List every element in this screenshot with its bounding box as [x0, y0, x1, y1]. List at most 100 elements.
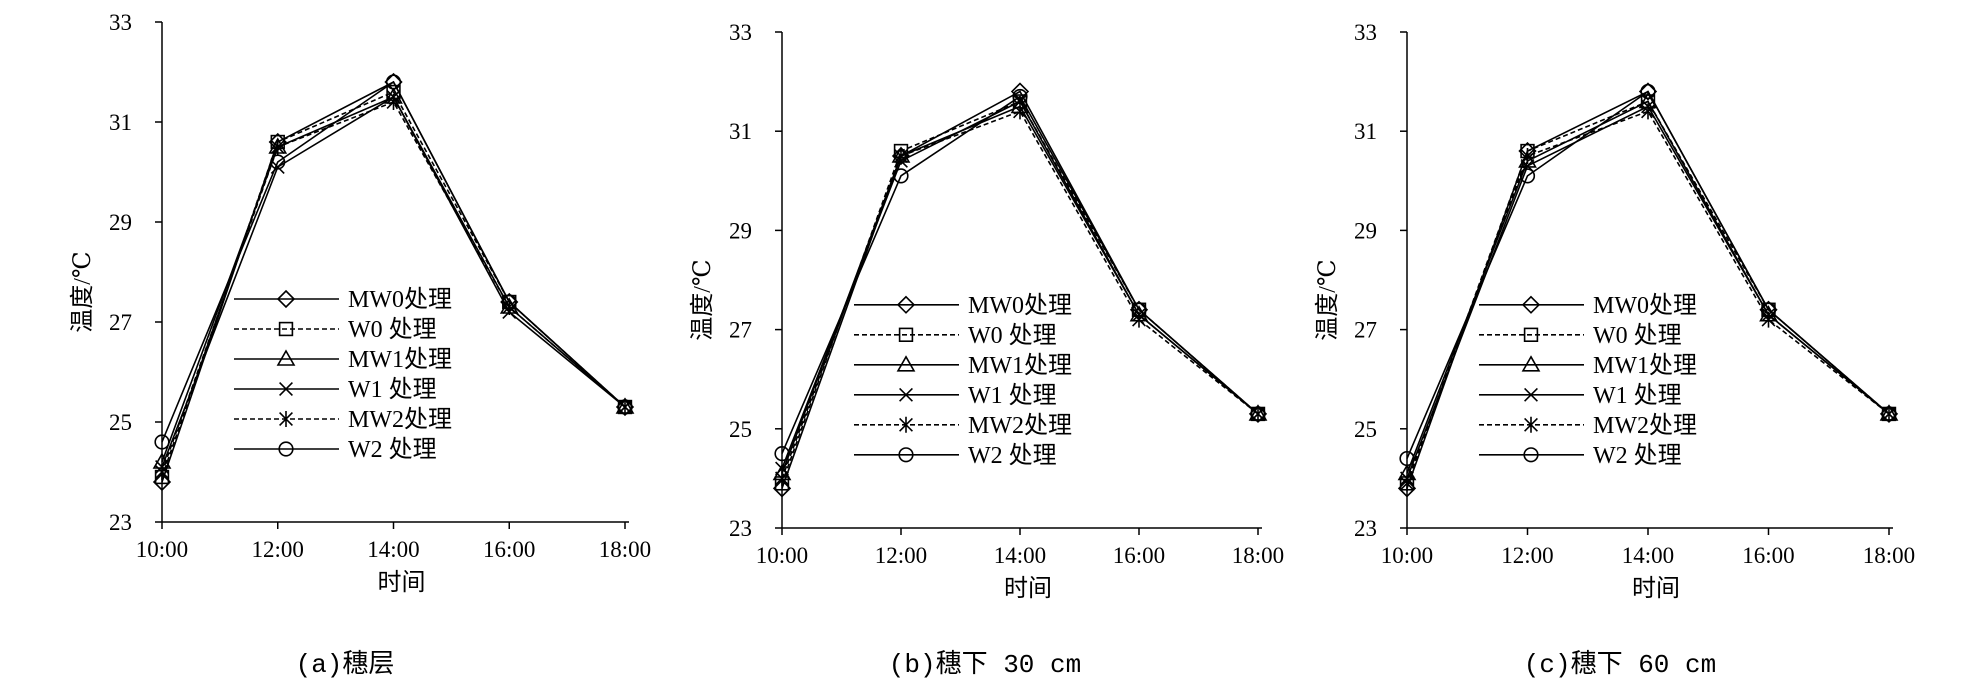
legend-item: W1 处理: [234, 376, 437, 403]
y-tick-label: 27: [729, 318, 752, 343]
data-point: [893, 168, 909, 184]
y-tick-label: 23: [1354, 516, 1377, 541]
legend-label: W1 处理: [968, 382, 1057, 409]
data-point: [894, 148, 908, 164]
series-line: [781, 110, 1259, 479]
y-tick-label: 33: [109, 10, 132, 35]
data-point: [1400, 475, 1414, 492]
legend-marker: [898, 447, 914, 463]
x-tick-label: 18:00: [599, 537, 651, 562]
legend-marker: [279, 411, 293, 427]
y-tick-label: 31: [1354, 119, 1377, 144]
chart-panel-2: 23 25 27 29 31 33 10:00 12:00 14:00 16:00 18:00 时间 温…: [689, 20, 1284, 680]
data-point: [152, 472, 172, 492]
legend-item: MW2处理: [1479, 412, 1697, 439]
legend-item: MW1处理: [1479, 352, 1697, 379]
legend: MW0处理 W0 处理 MW1处理 W1 处理 MW2处理 W2 处理: [1479, 292, 1697, 469]
y-tick-label: 25: [729, 417, 752, 442]
charts-container: 23 25 27 29 31 33 10:00 12:00 14:00 16:00 18:00 时间 温…: [69, 10, 1915, 680]
data-point: [1012, 88, 1028, 105]
x-tick-label: 14:00: [367, 537, 419, 562]
data-point: [1013, 103, 1027, 120]
legend-label: W1 处理: [1593, 382, 1682, 409]
x-tick-label: 16:00: [1742, 543, 1794, 568]
x-tick-label: 18:00: [1232, 543, 1284, 568]
panel-caption: (c)穗下 60 cm: [1524, 649, 1716, 680]
legend-marker: [896, 355, 916, 372]
legend-item: MW1处理: [234, 346, 452, 373]
legend-marker: [276, 349, 296, 366]
legend-item: W0 处理: [1479, 322, 1682, 349]
legend-marker: [279, 382, 293, 396]
data-point: [1399, 450, 1415, 467]
x-tick-label: 14:00: [994, 543, 1046, 568]
legend-marker: [896, 295, 916, 314]
data-point: [1250, 406, 1266, 422]
legend-marker: [899, 416, 913, 433]
y-tick-label: 29: [1354, 218, 1377, 243]
data-point: [1520, 148, 1535, 164]
legend-label: MW2处理: [348, 406, 452, 433]
legend-label: W2 处理: [968, 442, 1057, 469]
series-6: [154, 74, 633, 450]
data-point: [1519, 168, 1536, 184]
legend-label: W0 处理: [968, 322, 1057, 349]
legend-item: MW2处理: [854, 412, 1072, 439]
legend: MW0处理 W0 处理 MW1处理 W1 处理 MW2处理 W2 处理: [234, 286, 452, 463]
legend-item: MW0处理: [234, 286, 452, 313]
chart-panel-3: 23 25 27 29 31 33 10:00 12:00 14:00 16:00 18:00 时间 温…: [1314, 20, 1915, 680]
legend-marker: [1521, 355, 1541, 372]
data-point: [775, 461, 789, 476]
y-tick-label: 31: [109, 110, 132, 135]
legend-item: W2 处理: [854, 442, 1057, 469]
data-point: [617, 399, 633, 415]
x-tick-label: 12:00: [1501, 543, 1553, 568]
x-axis-title: 时间: [378, 569, 426, 596]
legend-item: W2 处理: [234, 436, 437, 463]
y-tick-label: 29: [109, 210, 132, 235]
legend-marker: [1523, 447, 1539, 463]
legend-label: MW0处理: [1593, 292, 1697, 319]
data-point: [270, 139, 285, 155]
x-tick-label: 10:00: [756, 543, 808, 568]
x-tick-label: 12:00: [252, 537, 304, 562]
x-tick-label: 16:00: [1113, 543, 1165, 568]
data-point: [385, 74, 402, 90]
legend-marker: [1524, 416, 1538, 433]
y-axis-title: 温度/℃: [689, 259, 716, 341]
data-point: [1640, 83, 1656, 100]
series-5: [1400, 103, 1896, 492]
legend-item: MW2处理: [234, 406, 452, 433]
x-axis-title: 时间: [1004, 575, 1052, 602]
data-point: [155, 464, 169, 480]
x-tick-label: 12:00: [875, 543, 927, 568]
x-axis-title: 时间: [1632, 575, 1680, 602]
legend-label: MW1处理: [348, 346, 452, 373]
series-line: [161, 80, 626, 443]
y-tick-label: 23: [109, 510, 132, 535]
data-point: [154, 434, 170, 450]
y-tick-label: 25: [109, 410, 132, 435]
x-tick-label: 16:00: [483, 537, 535, 562]
legend-label: W0 处理: [348, 316, 437, 343]
data-point: [1881, 406, 1897, 422]
legend-label: MW2处理: [968, 412, 1072, 439]
legend-label: MW1处理: [968, 352, 1072, 379]
legend-marker: [898, 327, 914, 342]
legend-item: W1 处理: [1479, 382, 1682, 409]
y-tick-label: 33: [1354, 20, 1377, 45]
data-point: [386, 94, 401, 110]
x-tick-label: 14:00: [1622, 543, 1674, 568]
series-line: [1406, 90, 1890, 459]
y-axis-title: 温度/℃: [1314, 259, 1341, 341]
legend-label: MW0处理: [968, 292, 1072, 319]
legend-marker: [278, 441, 294, 457]
legend-marker: [1523, 327, 1539, 342]
data-point: [1397, 479, 1417, 498]
legend-label: MW1处理: [1593, 352, 1697, 379]
data-point: [270, 154, 286, 170]
legend-label: MW0处理: [348, 286, 452, 313]
legend-item: W0 处理: [234, 316, 437, 343]
data-point: [501, 294, 517, 310]
